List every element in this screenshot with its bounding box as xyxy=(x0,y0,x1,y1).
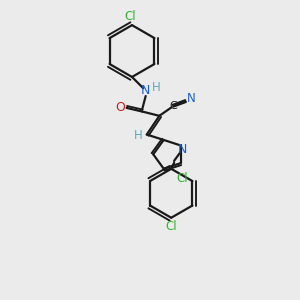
Text: H: H xyxy=(152,81,160,94)
Text: N: N xyxy=(178,143,188,156)
Text: O: O xyxy=(116,101,125,114)
Text: N: N xyxy=(141,84,150,97)
Text: Cl: Cl xyxy=(124,10,136,23)
Text: C: C xyxy=(169,101,177,111)
Text: H: H xyxy=(134,129,142,142)
Text: N: N xyxy=(187,92,196,105)
Text: Cl: Cl xyxy=(165,220,177,233)
Text: Cl: Cl xyxy=(176,172,188,185)
